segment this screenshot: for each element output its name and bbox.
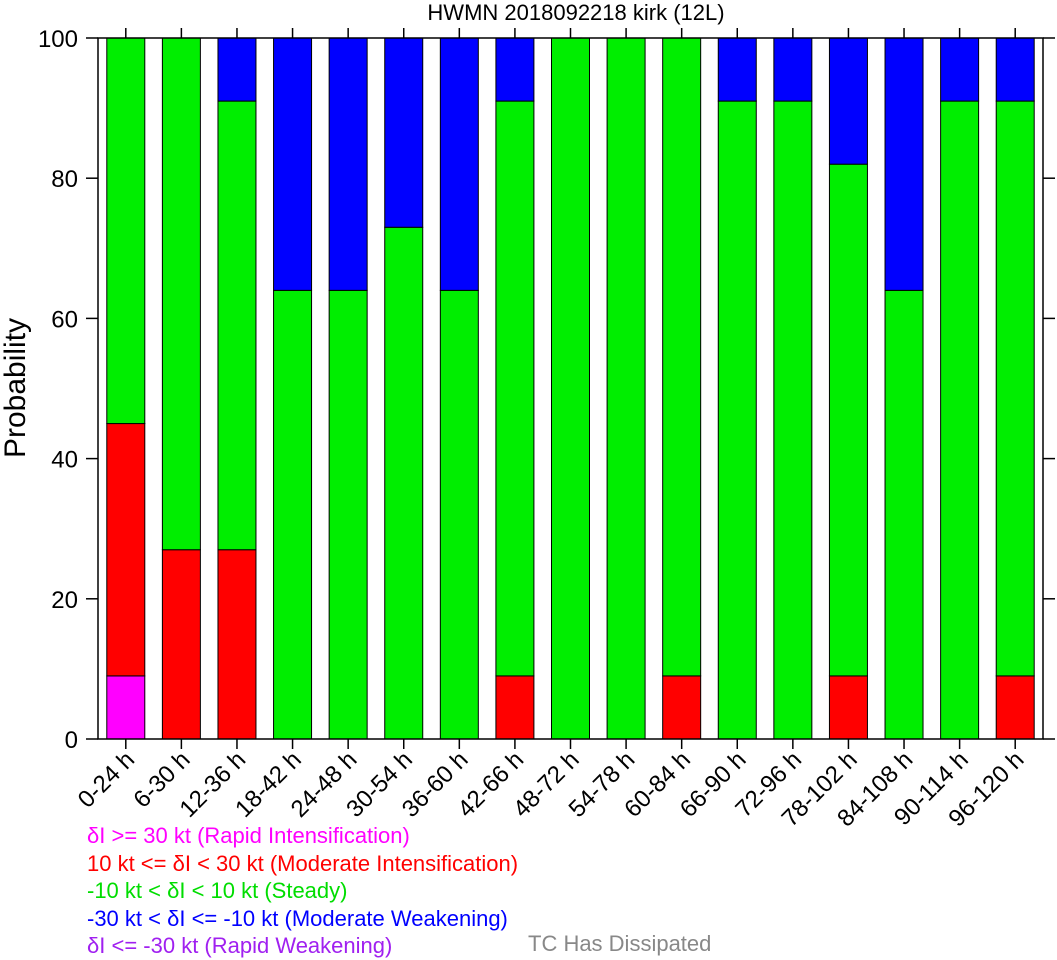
- legend-item-moderate-intensification: 10 kt <= δI < 30 kt (Moderate Intensific…: [87, 850, 519, 876]
- bar-segment-moderate-intensification: [495, 675, 535, 740]
- y-tick-label: 0: [65, 727, 78, 754]
- bar-segment-moderate-intensification: [662, 675, 702, 740]
- legend-item-moderate-weakening: -30 kt < δI <= -10 kt (Moderate Weakenin…: [87, 905, 508, 931]
- bar-segment-steady: [439, 289, 479, 740]
- bar-segment-steady: [273, 289, 313, 740]
- bar-segment-steady: [106, 37, 146, 425]
- bar-segment-moderate-weakening: [273, 37, 313, 291]
- bar-segment-steady: [217, 100, 257, 551]
- bar-segment-moderate-weakening: [384, 37, 424, 228]
- bar-segment-steady: [384, 226, 424, 740]
- bar-segment-steady: [662, 37, 702, 677]
- dissipated-label: TC Has Dissipated: [528, 931, 712, 956]
- chart-title: HWMN 2018092218 kirk (12L): [427, 0, 724, 25]
- bar-segment-moderate-weakening: [217, 37, 257, 102]
- bar-segment-moderate-intensification: [217, 549, 257, 740]
- y-tick-label: 20: [51, 587, 78, 614]
- bar-segment-rapid-intensification: [106, 675, 146, 740]
- legend: δI >= 30 kt (Rapid Intensification) 10 k…: [87, 822, 518, 960]
- y-tick-label: 80: [51, 166, 78, 193]
- bar-segment-steady: [995, 100, 1035, 677]
- bar-segment-steady: [161, 37, 201, 551]
- legend-item-rapid-intensification: δI >= 30 kt (Rapid Intensification): [87, 823, 410, 848]
- bar-segment-moderate-weakening: [940, 37, 980, 102]
- bar-segment-steady: [717, 100, 757, 740]
- x-tick-label: 0-24 h: [73, 746, 140, 813]
- legend-item-steady: -10 kt < δI < 10 kt (Steady): [87, 878, 348, 903]
- bar-segment-moderate-weakening: [328, 37, 368, 291]
- bar-segment-moderate-intensification: [106, 423, 146, 677]
- bar-segment-moderate-intensification: [995, 675, 1035, 740]
- bar-segment-steady: [884, 289, 924, 740]
- bar-segment-moderate-intensification: [161, 549, 201, 740]
- bar-segment-steady: [940, 100, 980, 740]
- bar-segment-steady: [495, 100, 535, 677]
- y-tick-label: 100: [38, 26, 78, 53]
- bar-segment-moderate-weakening: [439, 37, 479, 291]
- bar-segment-moderate-weakening: [995, 37, 1035, 102]
- bar-segment-steady: [606, 37, 646, 740]
- bar-segment-moderate-weakening: [717, 37, 757, 102]
- y-axis-label: Probability: [0, 318, 32, 458]
- bar-segment-moderate-weakening: [495, 37, 535, 102]
- bar-segment-moderate-weakening: [884, 37, 924, 291]
- bar-segment-moderate-weakening: [773, 37, 813, 102]
- bar-segment-moderate-weakening: [828, 37, 868, 165]
- bar-segment-steady: [828, 163, 868, 677]
- bar-segment-steady: [551, 37, 590, 740]
- bar-segment-moderate-intensification: [828, 675, 868, 740]
- y-tick-label: 60: [51, 306, 78, 333]
- y-tick-label: 40: [51, 447, 78, 474]
- legend-item-rapid-weakening: δI <= -30 kt (Rapid Weakening): [87, 933, 393, 958]
- bar-segment-steady: [773, 100, 813, 740]
- bars-group: [106, 37, 1035, 740]
- bar-segment-steady: [328, 289, 368, 740]
